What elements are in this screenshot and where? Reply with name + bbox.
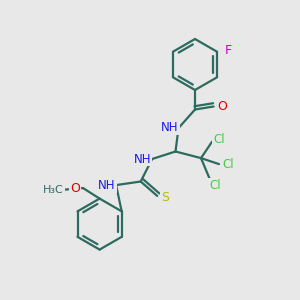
Text: Cl: Cl <box>223 158 234 171</box>
Text: F: F <box>225 44 232 57</box>
Text: NH: NH <box>161 121 179 134</box>
Text: Cl: Cl <box>209 178 220 192</box>
Text: O: O <box>70 182 80 195</box>
Text: NH: NH <box>134 152 151 166</box>
Text: O: O <box>218 100 227 113</box>
Text: Cl: Cl <box>213 133 225 146</box>
Text: S: S <box>161 191 169 204</box>
Text: NH: NH <box>98 178 116 192</box>
Text: H₃C: H₃C <box>43 184 64 195</box>
